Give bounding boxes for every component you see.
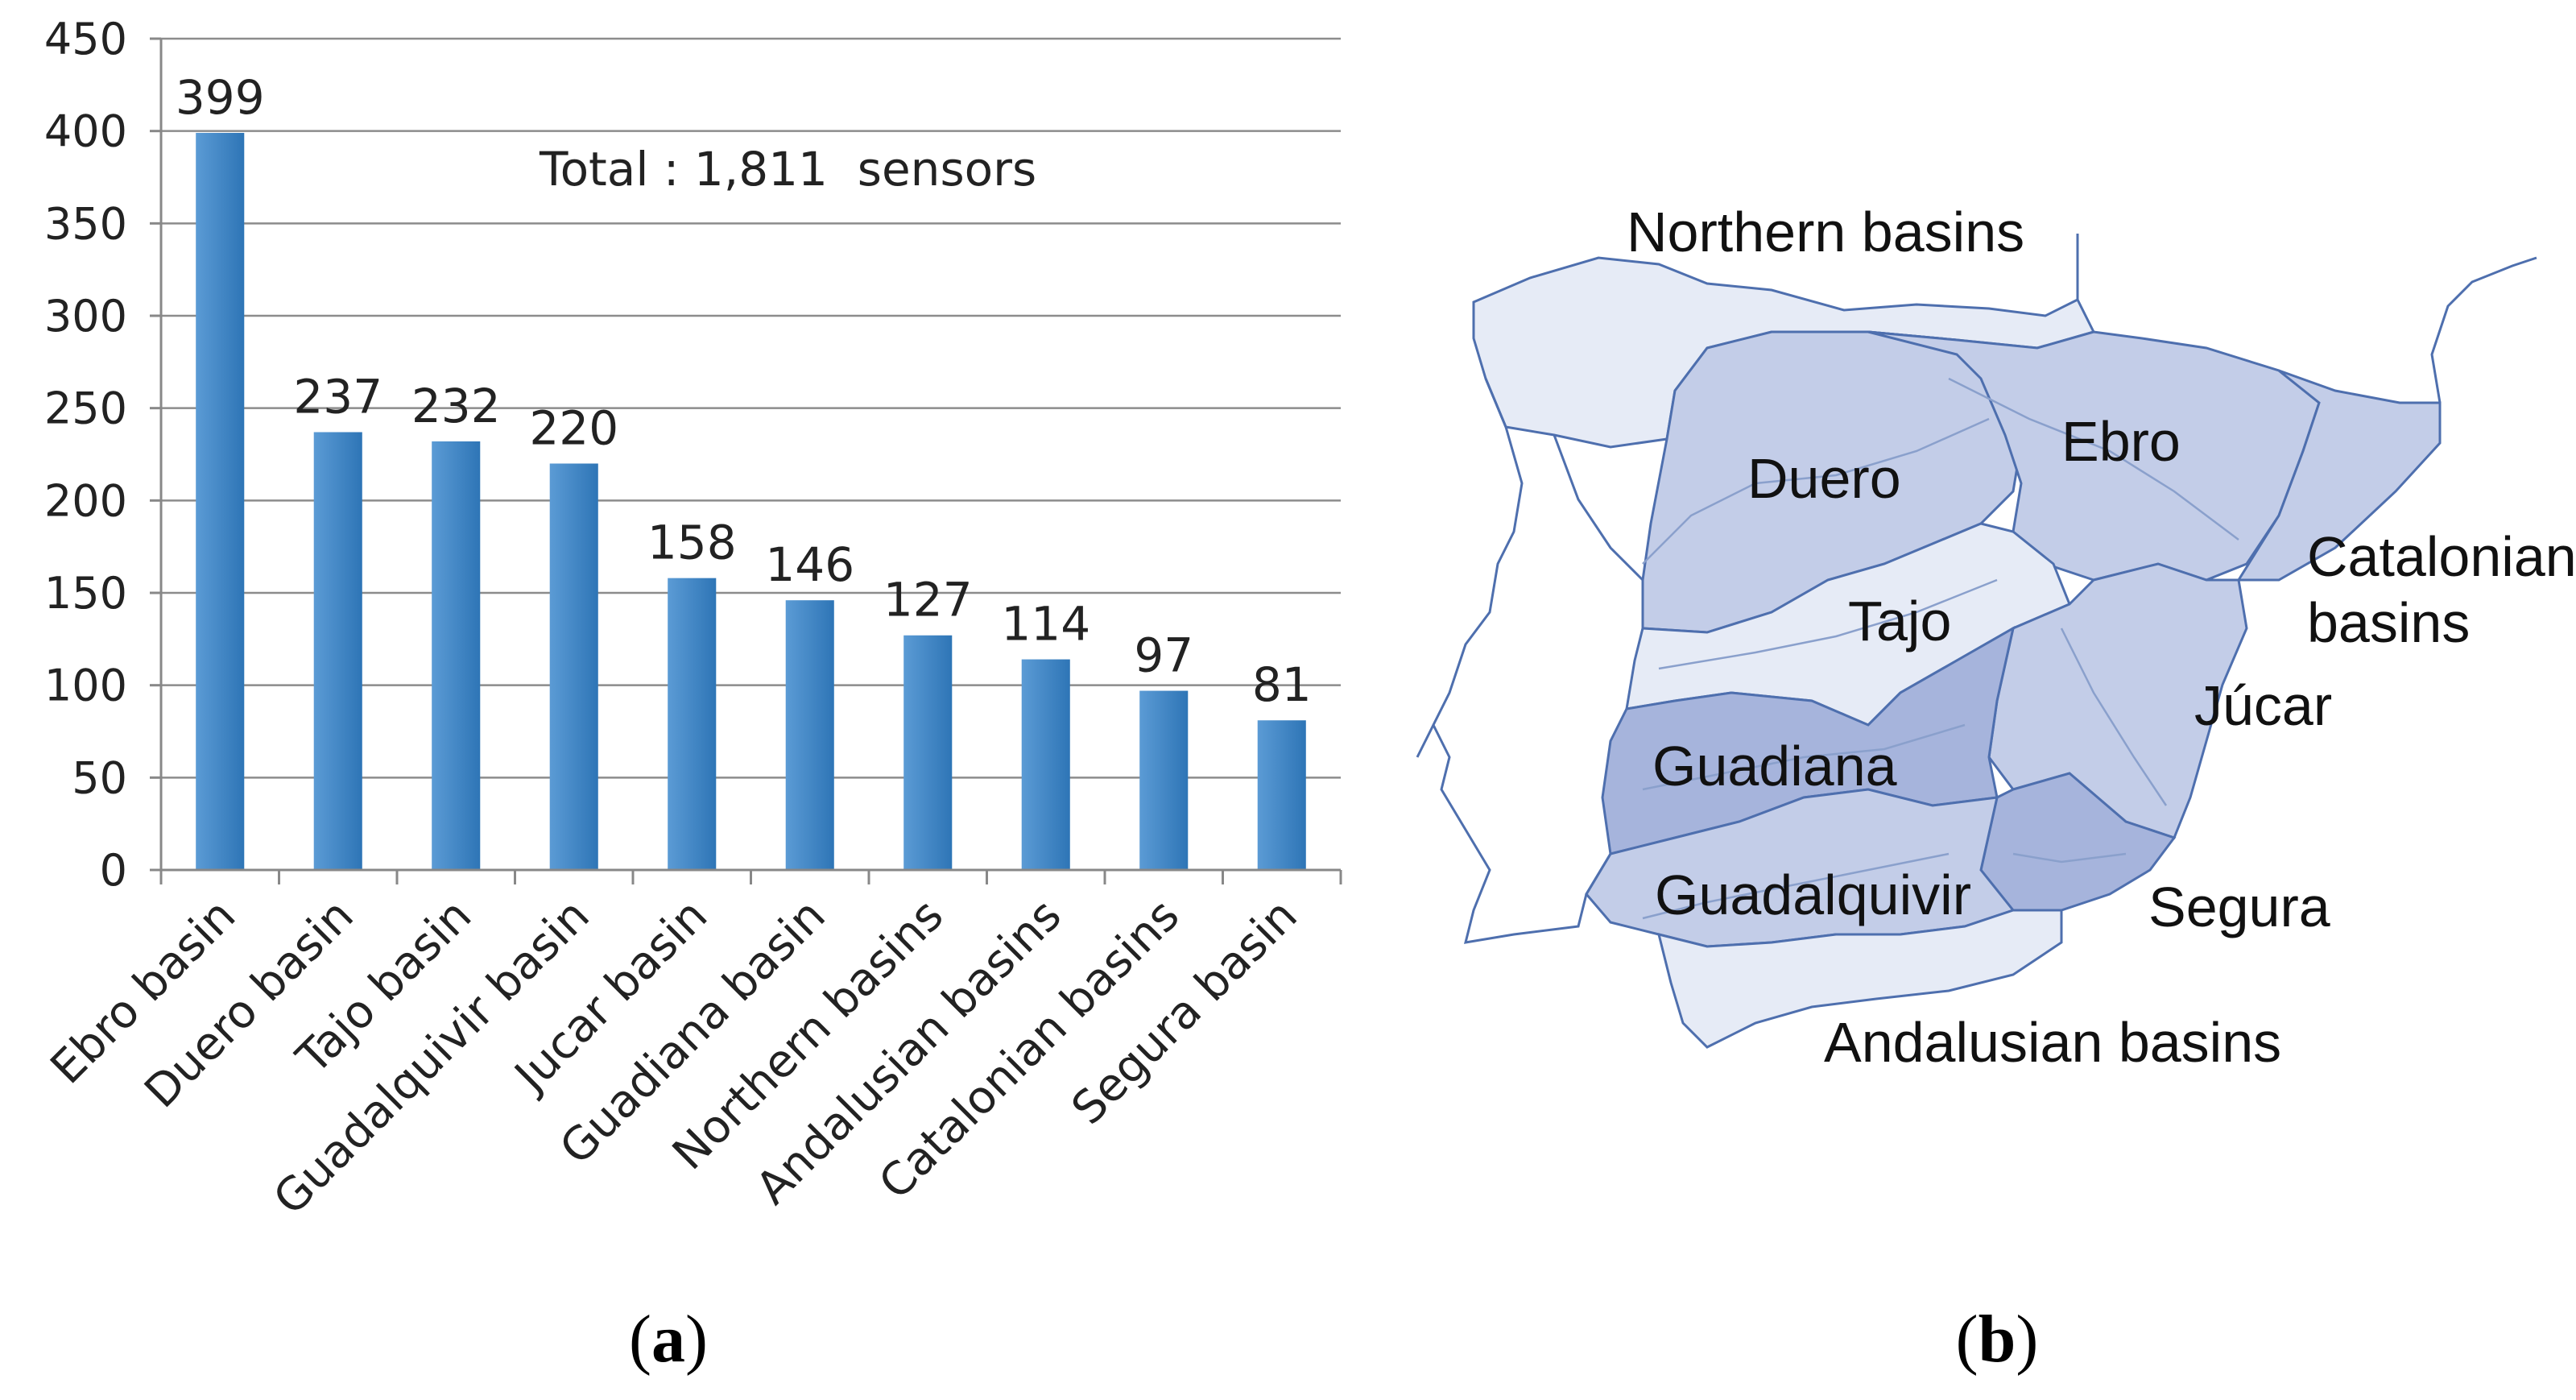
bar-value-label: 232	[411, 379, 501, 433]
bar-northern-basins	[903, 635, 953, 870]
bar-segura-basin	[1257, 720, 1306, 870]
map-river-segura	[2012, 852, 2127, 864]
y-tick-label: 250	[44, 383, 127, 434]
y-tick-label: 200	[44, 475, 127, 526]
bar-ebro-basin	[196, 132, 245, 870]
panel-label-b: (b)	[1956, 1302, 2039, 1377]
y-tick-label: 300	[44, 291, 127, 342]
y-tick-label: 400	[44, 106, 127, 157]
bar-andalusian-basins	[1021, 659, 1070, 870]
map-label-guadiana: Guadiana	[1652, 735, 1897, 797]
y-tick-label: 350	[44, 198, 127, 249]
map-label-catalonian: Catalonian	[2307, 525, 2576, 588]
y-tick-label: 0	[100, 845, 127, 896]
map-river-guadiana	[1642, 723, 1966, 791]
bar-value-label: 127	[883, 573, 973, 628]
bar-value-label: 97	[1134, 628, 1193, 683]
bar-value-label: 399	[176, 70, 265, 125]
map-river-northeast	[2430, 256, 2537, 404]
map-river-tajo	[1658, 578, 1998, 670]
x-axis-ticks	[159, 870, 1342, 884]
bars	[196, 132, 1306, 870]
map-label-segura: Segura	[2148, 876, 2330, 938]
bar-guadalquivir-basin	[549, 463, 598, 870]
bar-value-label: 146	[765, 537, 854, 592]
y-tick-label: 150	[44, 568, 127, 619]
y-tick-label: 50	[72, 752, 127, 803]
basin-map: Northern basins Duero Ebro Catalonian ba…	[1416, 201, 2576, 1074]
map-western-outline	[1432, 378, 1644, 944]
panel-label-a: (a)	[629, 1302, 708, 1377]
map-label-catalonian-basins: basins	[2307, 591, 2470, 654]
y-tick-label: 450	[44, 14, 127, 64]
map-region-andalusian-basins	[1656, 909, 2063, 1049]
bar-value-labels: 399 237 232 220 158 146 127 114 97 81	[176, 70, 1312, 712]
map-label-ebro: Ebro	[2061, 410, 2181, 473]
bar-duero-basin	[313, 432, 362, 870]
total-annotation: Total : 1,811 sensors	[539, 142, 1036, 197]
bar-value-label: 114	[1001, 597, 1090, 652]
map-label-jucar: Júcar	[2194, 674, 2332, 737]
map-label-guadalquivir: Guadalquivir	[1655, 864, 1971, 926]
bar-tajo-basin	[432, 441, 481, 870]
bar-value-label: 158	[647, 516, 737, 570]
map-river-jucar	[2060, 628, 2168, 806]
y-tick-label: 100	[44, 661, 127, 711]
map-label-duero: Duero	[1747, 447, 1901, 510]
map-label-tajo: Tajo	[1848, 590, 1951, 652]
bar-value-label: 81	[1252, 657, 1312, 712]
map-river-duero	[1642, 417, 1990, 565]
bar-jucar-basin	[668, 578, 717, 870]
bar-chart: 0 50 100 150 200 250 300 350 400 450 399 237 232 220…	[41, 14, 1342, 1225]
map-river-west	[1416, 724, 1435, 758]
bar-value-label: 237	[293, 369, 382, 424]
bar-value-label: 220	[529, 400, 618, 455]
map-river-ebro	[1948, 377, 2239, 541]
map-region-catalonian-basins	[2236, 369, 2442, 582]
y-axis-tick-labels: 0 50 100 150 200 250 300 350 400 450	[44, 14, 161, 896]
bar-catalonian-basins	[1139, 690, 1189, 870]
map-label-northern-basins: Northern basins	[1627, 201, 2024, 263]
map-label-andalusian-basins: Andalusian basins	[1824, 1011, 2281, 1074]
map-river-guadalquivir	[1642, 852, 1950, 920]
map-region-ebro	[1867, 330, 2321, 582]
bar-guadiana-basin	[785, 600, 834, 870]
